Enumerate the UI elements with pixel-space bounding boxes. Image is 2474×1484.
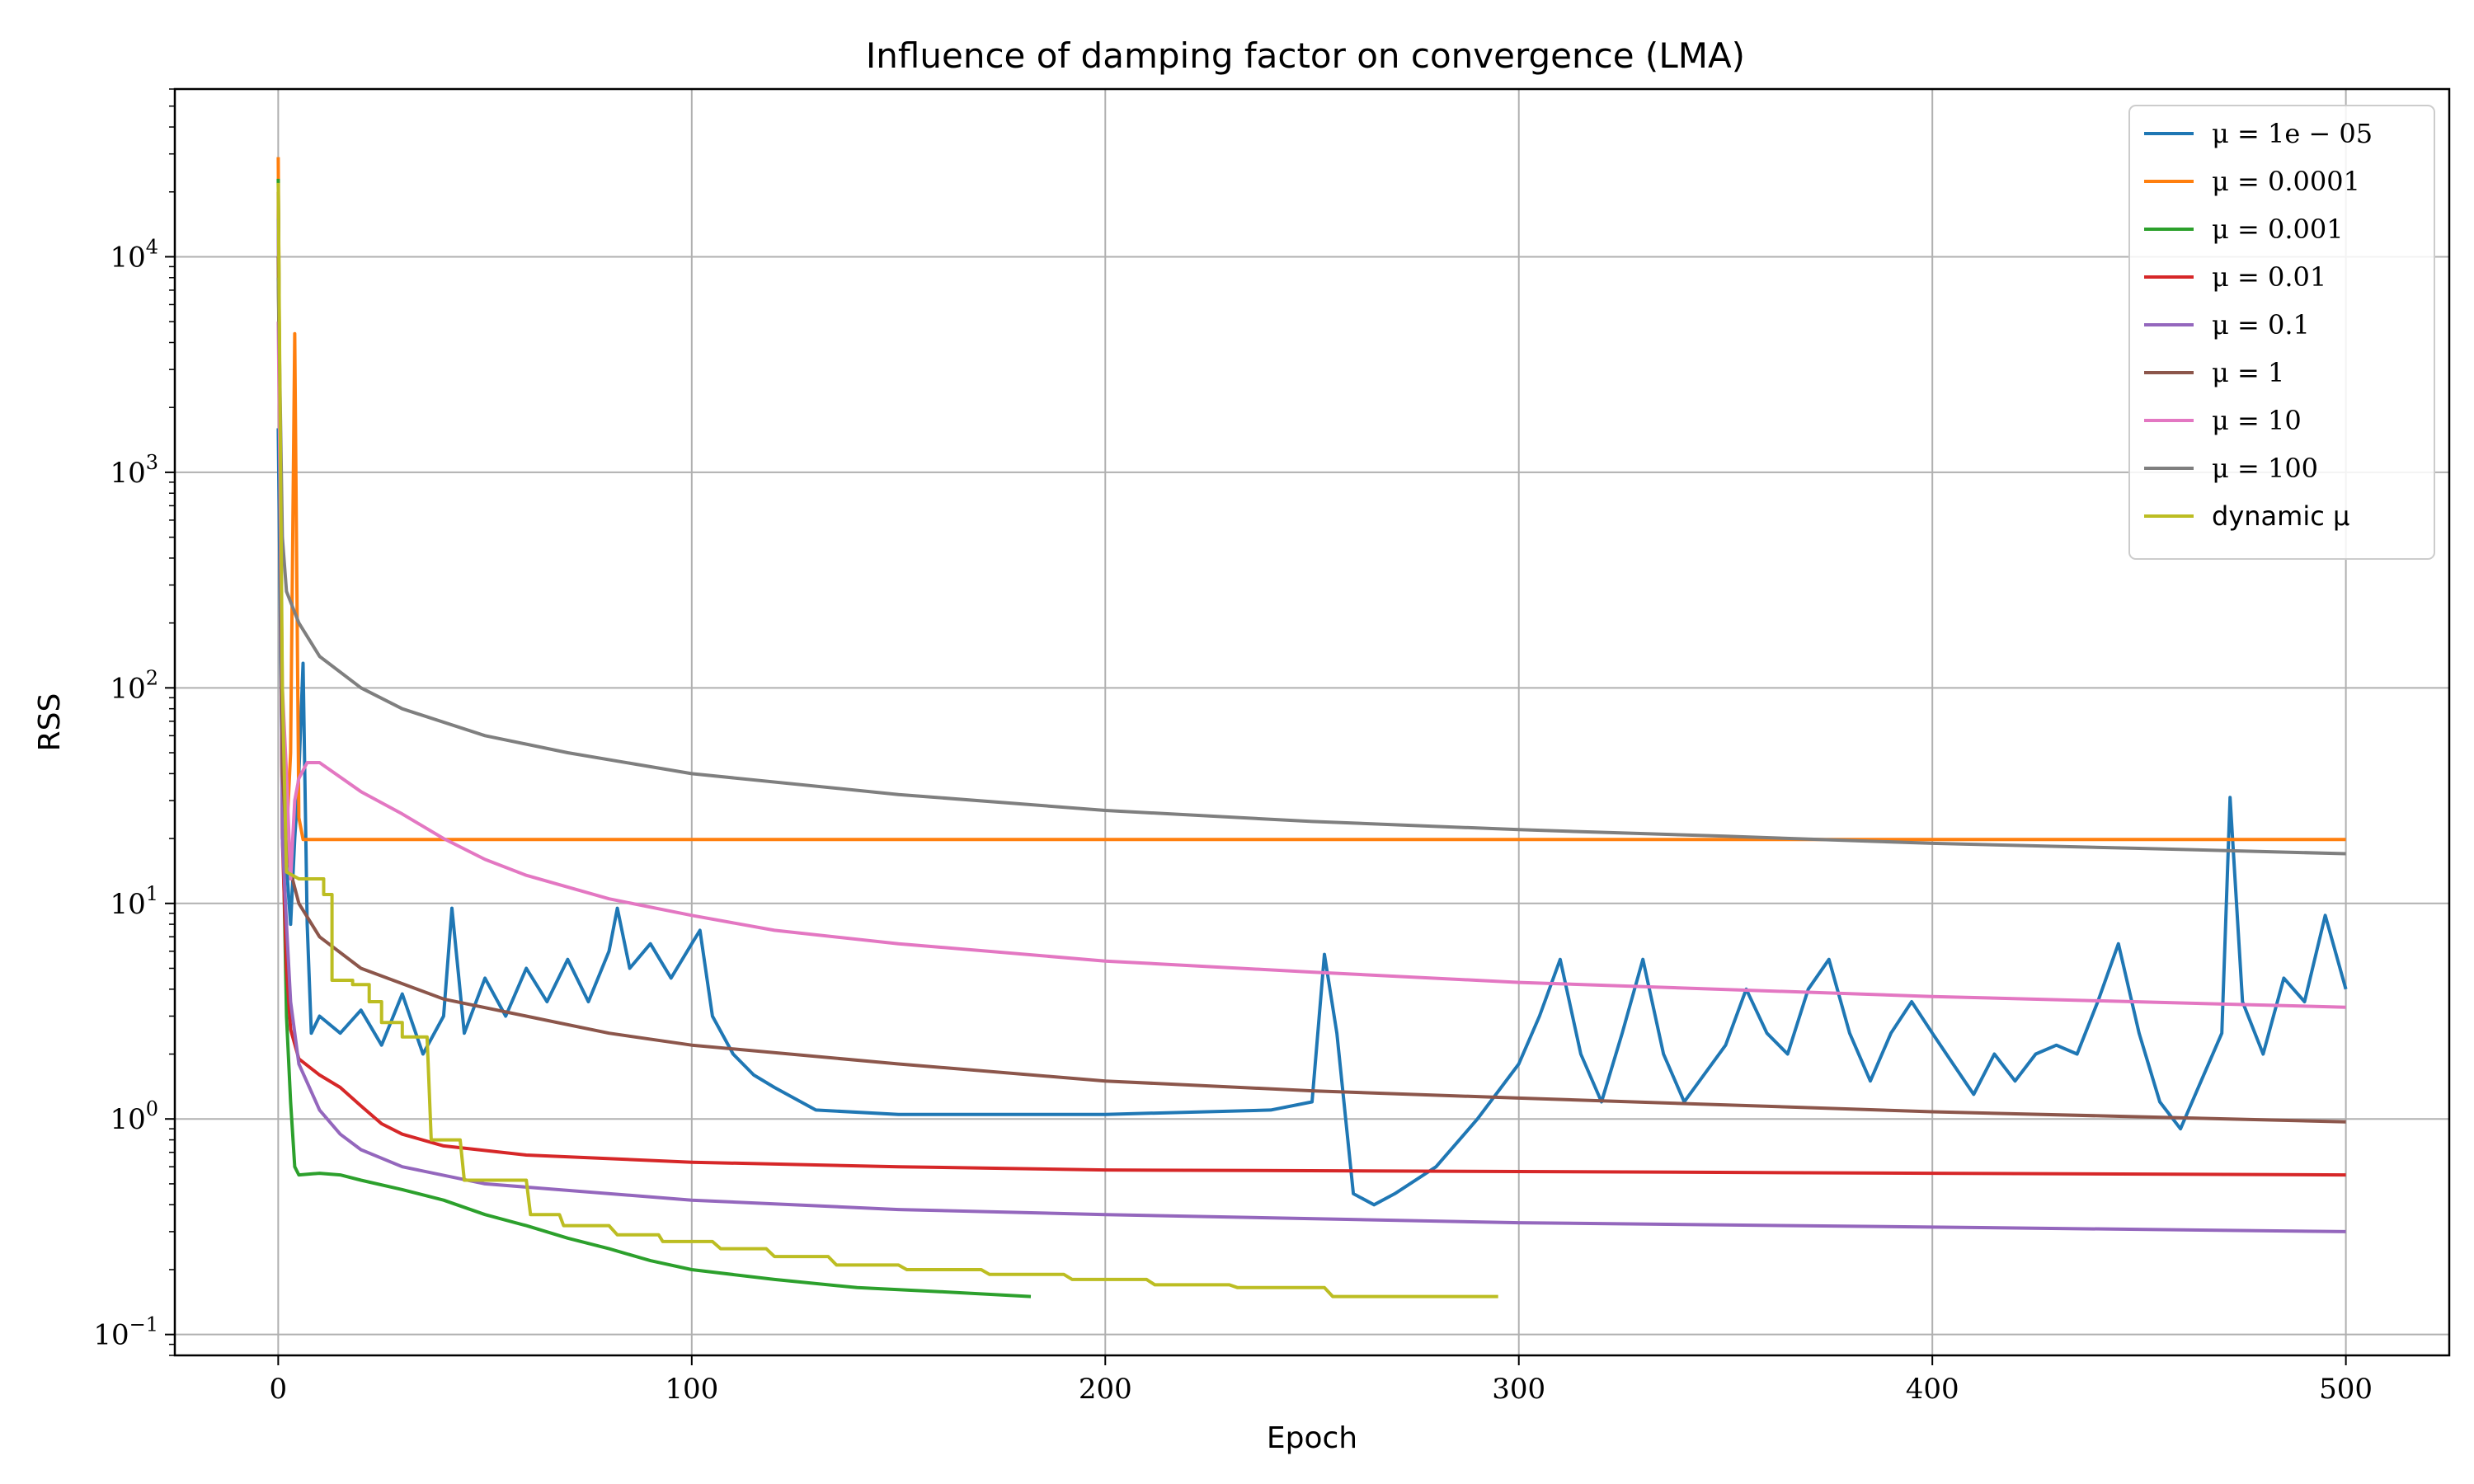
legend: μ = 1e − 05 μ = 0.0001 μ = 0.001 μ = 0.01 μ … — [2128, 105, 2435, 560]
plot-frame — [173, 87, 2451, 1357]
series-line-8 — [276, 182, 1498, 1298]
y-axis-label: RSS — [33, 693, 67, 752]
plot-lines — [276, 157, 2348, 1298]
x-axis-label: Epoch — [1267, 1421, 1357, 1455]
legend-label-4: μ = 0.1 — [2212, 309, 2310, 340]
legend-label-2: μ = 0.001 — [2212, 214, 2344, 245]
x-tick-label: 100 — [665, 1373, 718, 1406]
y-tick-label: 102 — [110, 666, 158, 705]
legend-label-3: μ = 0.01 — [2212, 261, 2326, 293]
legend-label-6: μ = 10 — [2212, 405, 2302, 436]
series-line-2 — [276, 178, 1032, 1298]
x-tick-label: 300 — [1492, 1373, 1545, 1406]
series-line-0 — [276, 428, 2348, 1207]
legend-label-7: μ = 100 — [2212, 453, 2318, 484]
x-tick-label: 400 — [1906, 1373, 1959, 1406]
series-line-6 — [276, 322, 2346, 1009]
x-tick-label: 500 — [2319, 1373, 2373, 1406]
y-tick-label: 100 — [110, 1097, 158, 1136]
legend-label-5: μ = 1 — [2212, 357, 2284, 388]
y-axis: 10−1 100 101 102 103 104 — [93, 88, 175, 1356]
series-line-4 — [276, 218, 2346, 1233]
legend-box — [2128, 105, 2435, 560]
legend-label-0: μ = 1e − 05 — [2212, 118, 2373, 149]
legend-label-8: dynamic μ — [2212, 500, 2349, 532]
y-tick-label: 101 — [110, 882, 158, 921]
chart-title: Influence of damping factor on convergen… — [866, 35, 1745, 76]
y-tick-label: 103 — [110, 451, 158, 490]
legend-label-1: μ = 0.0001 — [2212, 166, 2360, 197]
y-tick-label: 10−1 — [93, 1313, 158, 1352]
series-line-3 — [276, 191, 2346, 1177]
x-axis: 0 100 200 300 400 500 — [270, 1355, 2373, 1406]
x-tick-label: 200 — [1079, 1373, 1132, 1406]
x-tick-label: 0 — [270, 1373, 288, 1406]
series-line-7 — [276, 277, 2346, 856]
y-tick-label: 104 — [110, 235, 158, 274]
